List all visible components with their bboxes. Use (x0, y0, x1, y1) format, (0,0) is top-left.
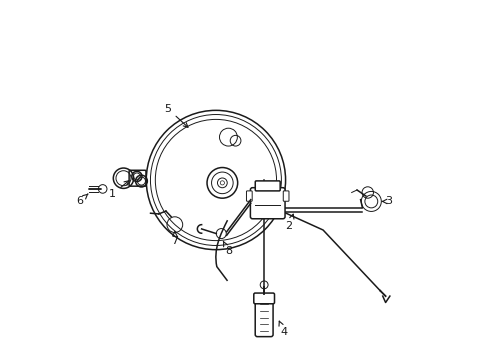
Text: 3: 3 (382, 197, 392, 206)
FancyBboxPatch shape (250, 188, 285, 219)
Text: 7: 7 (171, 231, 178, 246)
FancyBboxPatch shape (283, 191, 288, 201)
Text: 8: 8 (223, 241, 231, 256)
FancyBboxPatch shape (255, 181, 280, 191)
Text: 6: 6 (76, 194, 88, 206)
Text: 4: 4 (279, 321, 287, 337)
FancyBboxPatch shape (253, 293, 274, 304)
Circle shape (220, 181, 224, 185)
Text: 1: 1 (109, 181, 129, 199)
FancyBboxPatch shape (246, 191, 252, 201)
FancyBboxPatch shape (255, 298, 272, 337)
Text: 2: 2 (285, 214, 293, 231)
Text: 5: 5 (164, 104, 187, 127)
FancyBboxPatch shape (129, 170, 146, 186)
